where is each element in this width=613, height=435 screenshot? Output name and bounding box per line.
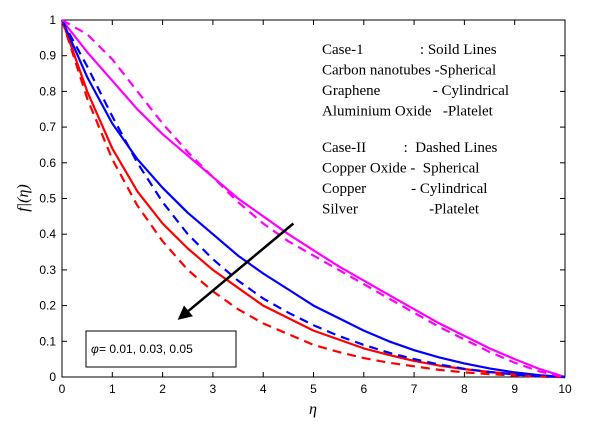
y-tick-label: 0.3 xyxy=(39,263,56,277)
y-tick-label: 0.2 xyxy=(39,299,56,313)
y-tick-label: 0.9 xyxy=(39,49,56,63)
y-tick-label: 0.5 xyxy=(39,192,56,206)
x-tick-label: 10 xyxy=(558,382,572,396)
y-tick-label: 0.4 xyxy=(39,227,56,241)
x-axis-ticks: 0 1 2 3 4 5 6 7 8 9 10 xyxy=(59,20,572,396)
x-tick-label: 2 xyxy=(159,382,166,396)
y-tick-label: 0.6 xyxy=(39,156,56,170)
legend-line-7: Silver -Platelet xyxy=(322,202,480,218)
annotation-arrow xyxy=(187,222,295,312)
x-tick-label: 5 xyxy=(310,382,317,396)
legend-line-6: Copper - Cylindrical xyxy=(322,181,487,197)
legend-line-2: Graphene - Cylindrical xyxy=(322,83,509,99)
series-lines xyxy=(60,19,566,379)
legend-text-block: Case-1 : Soild Lines Carbon nanotubes -Sp… xyxy=(322,42,509,218)
x-tick-label: 6 xyxy=(360,382,367,396)
series-line-0 xyxy=(60,19,566,379)
x-tick-label: 7 xyxy=(411,382,418,396)
x-tick-label: 8 xyxy=(461,382,468,396)
y-axis-label: f|(η) xyxy=(15,184,32,211)
series-line-1 xyxy=(60,19,566,379)
legend-line-3: Aluminium Oxide -Platelet xyxy=(322,104,494,120)
legend-line-4: Case-II : Dashed Lines xyxy=(322,140,498,156)
series-line-2 xyxy=(61,19,566,379)
phi-symbol: φ xyxy=(91,342,99,356)
x-tick-label: 9 xyxy=(511,382,518,396)
x-tick-label: 3 xyxy=(210,382,217,396)
x-axis-label: η xyxy=(309,401,317,418)
y-tick-label: 1 xyxy=(49,13,56,27)
annotation-text: = 0.01, 0.03, 0.05 xyxy=(99,342,193,356)
x-tick-label: 0 xyxy=(59,382,66,396)
x-tick-label: 4 xyxy=(260,382,267,396)
legend-line-0: Case-1 : Soild Lines xyxy=(322,42,497,58)
annotation-box xyxy=(85,330,237,368)
y-tick-label: 0 xyxy=(49,370,56,384)
series-line-3 xyxy=(60,19,566,379)
phi-annotation: φ = 0.01, 0.03, 0.05 xyxy=(85,222,295,368)
series-line-5 xyxy=(61,19,566,379)
y-tick-label: 0.1 xyxy=(39,334,56,348)
legend-line-1: Carbon nanotubes -Spherical xyxy=(322,63,496,79)
x-tick-label: 1 xyxy=(109,382,116,396)
y-axis-ticks: 0 0.1 0.2 0.3 0.4 0.5 0.6 0.7 0.8 0.9 1 xyxy=(39,13,565,384)
plot-area xyxy=(61,19,566,378)
annotation-arrow-head xyxy=(177,305,193,320)
y-tick-label: 0.7 xyxy=(39,120,56,134)
y-tick-label: 0.8 xyxy=(39,84,56,98)
legend-line-5: Copper Oxide - Spherical xyxy=(322,161,479,177)
series-line-4 xyxy=(61,19,566,379)
